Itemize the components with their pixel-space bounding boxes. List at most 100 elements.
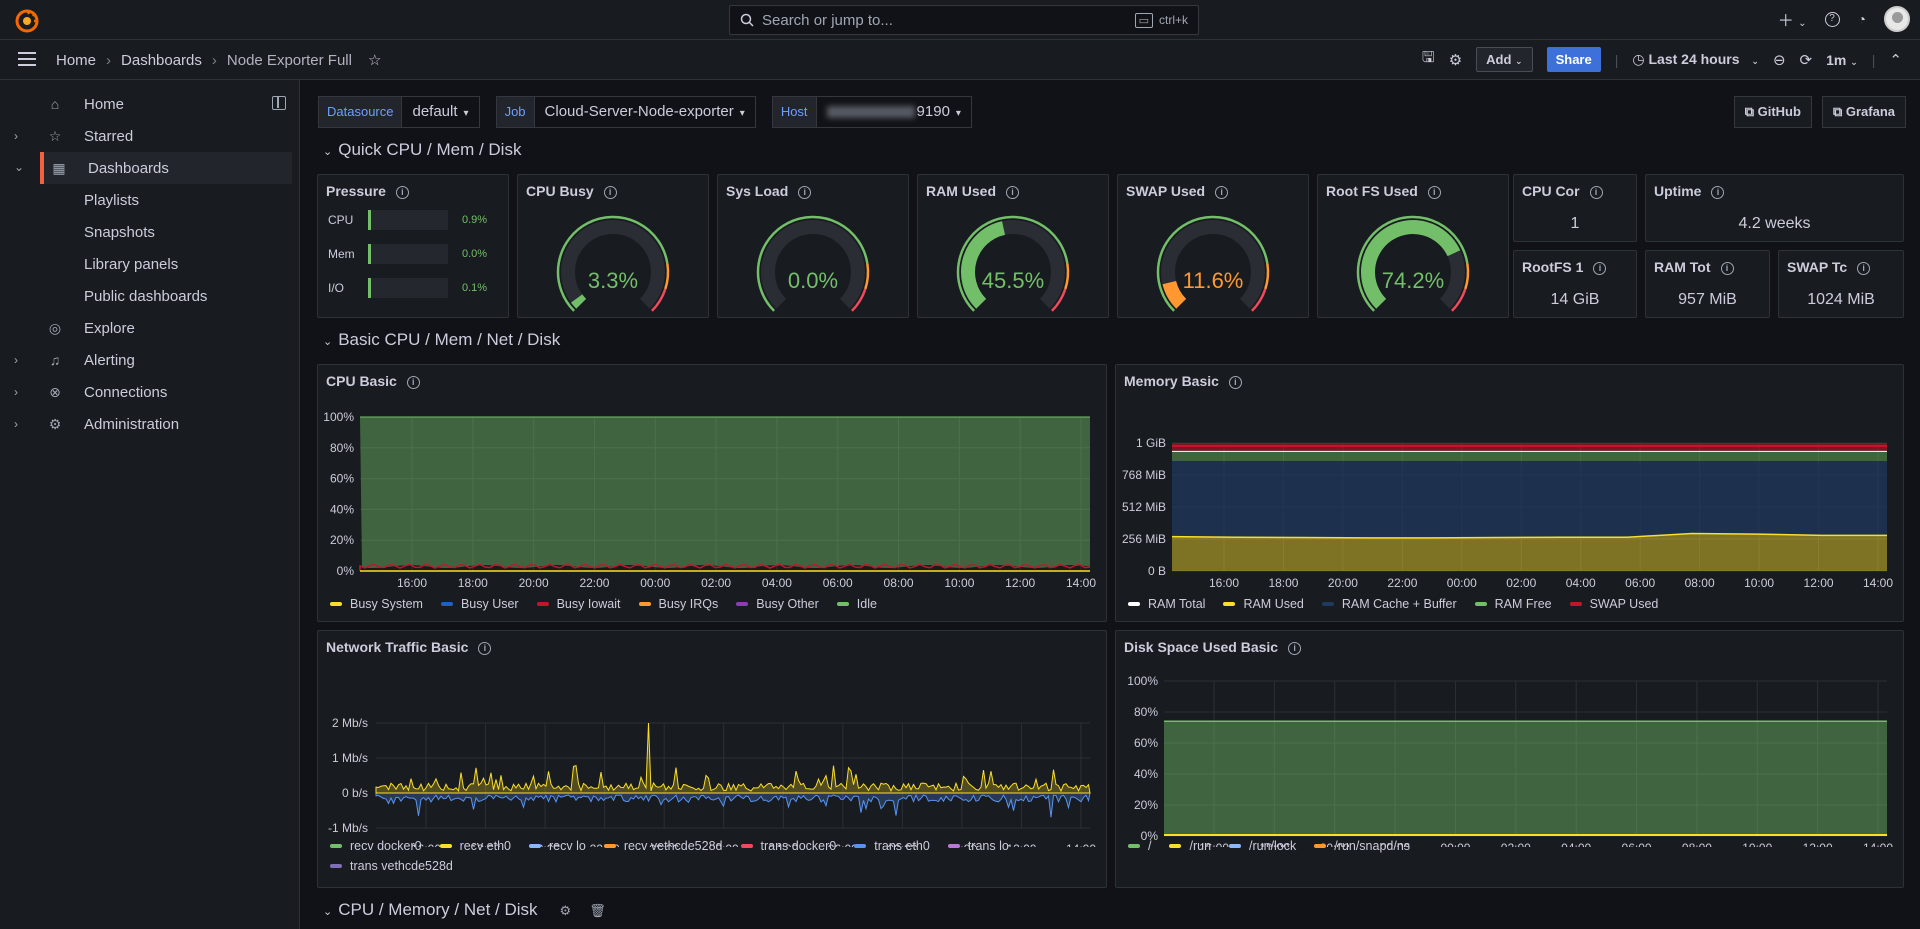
gauge-value: 0.0% <box>788 268 838 293</box>
row-settings-icon[interactable]: ⚙ <box>559 903 572 918</box>
info-icon[interactable]: i <box>1228 376 1242 389</box>
cpu-basic-chart[interactable]: 100% 80% 60% 40% 20% 0% 16:00 18:00 20:00 22:00 00… <box>318 401 1106 611</box>
row-cpu-memory[interactable]: ⌄ CPU / Memory / Net / Disk ⚙ 🗑 <box>323 900 606 919</box>
zoom-out-icon[interactable]: ⊖ <box>1772 51 1786 69</box>
star-icon: ☆ <box>48 127 62 144</box>
info-icon[interactable]: i <box>1288 642 1302 655</box>
host-select[interactable]: 9190 ▾ <box>816 96 972 128</box>
dock-menu-icon[interactable] <box>272 96 286 110</box>
legend-item[interactable]: /run/snapd/ns <box>1314 839 1410 853</box>
info-icon[interactable]: i <box>1427 186 1441 199</box>
legend-item[interactable]: /run <box>1169 839 1211 853</box>
refresh-icon[interactable]: ⟳ <box>1799 51 1813 69</box>
job-select[interactable]: Cloud-Server-Node-exporter ▾ <box>534 96 756 128</box>
legend-item[interactable]: Busy Iowait <box>536 597 621 611</box>
legend-item[interactable]: trans lo <box>947 839 1009 853</box>
legend-item[interactable]: Busy System <box>330 597 423 611</box>
refresh-interval-button[interactable]: 1m ⌄ <box>1826 51 1858 68</box>
legend-item[interactable]: trans vethcde528d <box>330 859 453 873</box>
legend-item[interactable]: trans eth0 <box>854 839 930 853</box>
info-icon[interactable]: i <box>478 642 492 655</box>
legend-item[interactable]: Idle <box>836 597 877 611</box>
chevron-right-icon[interactable]: › <box>14 417 18 431</box>
chevron-right-icon[interactable]: › <box>14 129 18 143</box>
user-avatar[interactable] <box>1884 6 1910 32</box>
home-icon: ⌂ <box>50 96 60 112</box>
breadcrumb-home[interactable]: Home <box>56 51 97 69</box>
legend-item[interactable]: recv vethcde528d <box>603 839 723 853</box>
info-icon[interactable]: i <box>1720 262 1734 275</box>
legend-item[interactable]: /run/lock <box>1229 839 1296 853</box>
grafana-link[interactable]: ⧉ Grafana <box>1821 96 1906 128</box>
add-button[interactable]: Add ⌄ <box>1476 47 1533 72</box>
info-icon[interactable]: i <box>406 376 420 389</box>
info-icon[interactable]: i <box>1711 186 1725 199</box>
legend-item[interactable]: RAM Used <box>1223 597 1304 611</box>
legend-item[interactable]: RAM Cache + Buffer <box>1321 597 1457 611</box>
datasource-select[interactable]: default ▾ <box>402 96 480 128</box>
legend-item[interactable]: RAM Free <box>1474 597 1552 611</box>
legend-swatch <box>1169 844 1182 848</box>
share-button[interactable]: Share <box>1546 47 1601 72</box>
legend-item[interactable]: / <box>1128 839 1151 853</box>
settings-gear-icon[interactable]: ⚙ <box>1448 51 1463 69</box>
chart-legend: RAM Total RAM Used RAM Cache + Buffer RAM F… <box>1128 597 1658 611</box>
x-tick-label: 10:00 <box>944 576 974 590</box>
help-icon[interactable]: ? <box>1824 11 1840 27</box>
legend-item[interactable]: RAM Total <box>1128 597 1205 611</box>
grafana-logo-icon[interactable] <box>14 8 40 34</box>
chevron-right-icon[interactable]: › <box>14 353 18 367</box>
info-icon[interactable]: i <box>1215 186 1229 199</box>
legend-swatch <box>440 602 453 606</box>
info-icon[interactable]: i <box>395 186 409 199</box>
chevron-right-icon[interactable]: › <box>14 385 18 399</box>
legend-item[interactable]: trans docker0 <box>740 839 836 853</box>
time-picker-button[interactable]: ◷ Last 24 hours ⌄ <box>1632 51 1759 67</box>
sidebar-item-dashboards[interactable]: ▦ Dashboards <box>40 152 292 184</box>
row-basic[interactable]: ⌄ Basic CPU / Mem / Net / Disk <box>323 330 561 349</box>
sidebar-item-alerting[interactable]: › ♫ Alerting <box>14 351 135 369</box>
sidebar-item-home[interactable]: ⌂ Home <box>0 88 292 120</box>
row-delete-icon[interactable]: 🗑 <box>589 903 606 918</box>
chevron-up-icon[interactable]: ⌃ <box>1889 51 1902 69</box>
row-quick[interactable]: ⌄ Quick CPU / Mem / Disk <box>323 140 522 159</box>
network-basic-chart[interactable]: 2 Mb/s1 Mb/s0 b/s-1 Mb/s16:0018:0020:002… <box>318 667 1106 847</box>
chevron-down-icon[interactable]: ⌄ <box>14 160 25 174</box>
x-tick-label: 20:00 <box>519 576 549 590</box>
stat-value: 957 MiB <box>1678 291 1737 308</box>
sidebar-item-connections[interactable]: › ⊗ Connections <box>14 383 168 401</box>
sidebar-item-explore[interactable]: ◎ Explore <box>0 312 292 344</box>
stat-value: 4.2 weeks <box>1738 215 1811 232</box>
sidebar-item-starred[interactable]: › ☆ Starred <box>14 127 134 145</box>
new-menu-button[interactable]: ＋ ⌄ <box>1777 13 1807 30</box>
legend-item[interactable]: recv lo <box>528 839 586 853</box>
sidebar-item-snapshots[interactable]: Snapshots <box>84 223 155 241</box>
sidebar-item-public-dashboards[interactable]: Public dashboards <box>84 287 208 305</box>
star-icon[interactable]: ☆ <box>367 52 382 69</box>
stat-value: 14 GiB <box>1550 291 1600 308</box>
legend-item[interactable]: recv eth0 <box>439 839 511 853</box>
sidebar-item-playlists[interactable]: Playlists <box>84 191 140 209</box>
breadcrumb-dashboards[interactable]: Dashboards <box>121 51 202 69</box>
memory-basic-chart[interactable]: 1 GiB 768 MiB 512 MiB 256 MiB 0 B 16:00 18:00 2… <box>1116 401 1903 611</box>
panel-cpu-cores: CPU Cor i 1 <box>1513 174 1637 242</box>
disk-basic-chart[interactable]: 100% 80% 60% 40% 20% 0% 16:00 18:00 20:00 22:00 00… <box>1116 667 1903 847</box>
sidebar-item-administration[interactable]: › ⚙ Administration <box>14 415 180 433</box>
info-icon[interactable]: i <box>1589 186 1603 199</box>
sidebar-item-library-panels[interactable]: Library panels <box>84 255 179 273</box>
legend-item[interactable]: Busy Other <box>736 597 819 611</box>
github-link[interactable]: ⧉ GitHub <box>1733 96 1812 128</box>
info-icon[interactable]: i <box>1006 186 1020 199</box>
legend-item[interactable]: SWAP Used <box>1569 597 1658 611</box>
legend-item[interactable]: Busy IRQs <box>638 597 718 611</box>
legend-item[interactable]: recv docker0 <box>330 839 422 853</box>
menu-toggle-icon[interactable] <box>18 52 36 66</box>
save-icon[interactable]: 🖫 <box>1421 49 1435 66</box>
info-icon[interactable]: i <box>1593 262 1607 275</box>
search-input[interactable]: Search or jump to... ▭ ctrl+k <box>729 5 1199 35</box>
info-icon[interactable]: i <box>798 186 812 199</box>
news-rss-icon[interactable]: ◔ <box>1857 11 1866 27</box>
legend-item[interactable]: Busy User <box>440 597 519 611</box>
info-icon[interactable]: i <box>1857 262 1871 275</box>
info-icon[interactable]: i <box>603 186 617 199</box>
